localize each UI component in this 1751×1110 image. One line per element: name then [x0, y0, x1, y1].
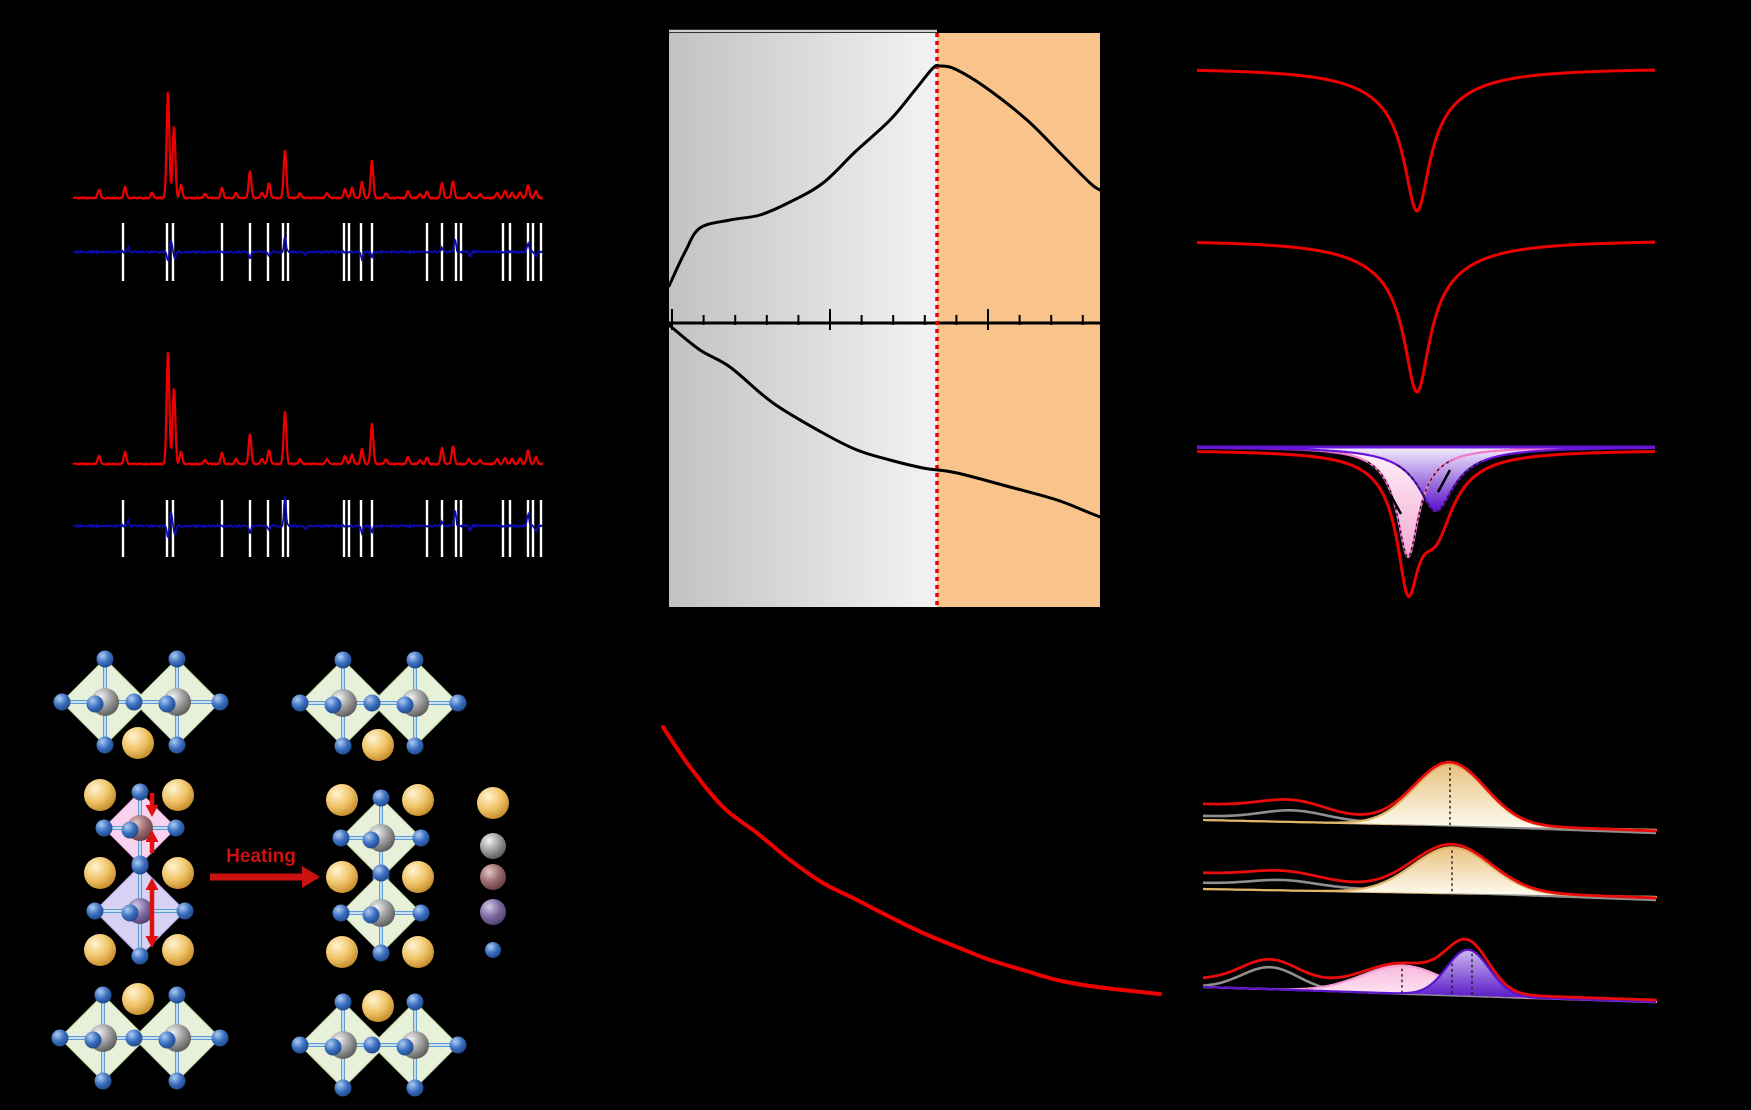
panel-f-peak-fits — [1202, 760, 1658, 1004]
panel-c-absorption-spectra — [1197, 67, 1656, 599]
panel-d-crystal-structures — [51, 650, 509, 1097]
panel-b-thermal-curves — [667, 29, 1102, 607]
heating-label: Heating — [226, 846, 296, 867]
panel-e-decay-curve — [661, 725, 1162, 996]
panel-a-xrd-patterns — [72, 91, 544, 557]
